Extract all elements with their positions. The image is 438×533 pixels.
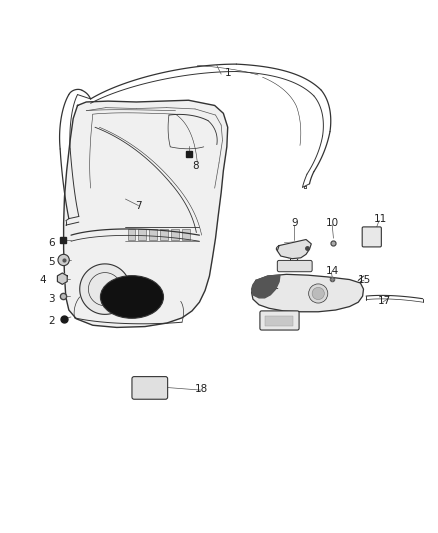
Ellipse shape	[100, 276, 163, 318]
Text: 3: 3	[48, 294, 55, 304]
Text: 7: 7	[135, 200, 142, 211]
Text: 11: 11	[374, 214, 387, 224]
Text: 14: 14	[325, 266, 339, 276]
Circle shape	[312, 287, 324, 300]
Circle shape	[58, 254, 69, 265]
Polygon shape	[80, 264, 130, 314]
Text: 18: 18	[195, 384, 208, 394]
Text: 5: 5	[48, 257, 55, 267]
FancyBboxPatch shape	[132, 377, 168, 399]
FancyBboxPatch shape	[362, 227, 381, 247]
Bar	[171, 229, 179, 239]
Text: 16: 16	[269, 314, 282, 325]
Text: 6: 6	[48, 238, 55, 247]
Bar	[182, 229, 190, 239]
Polygon shape	[252, 275, 280, 298]
Bar	[127, 229, 135, 239]
Polygon shape	[64, 100, 228, 327]
Text: 2: 2	[48, 316, 55, 326]
Bar	[138, 229, 146, 239]
Text: 13: 13	[286, 257, 300, 267]
Text: 9: 9	[292, 218, 298, 228]
Text: 15: 15	[358, 274, 371, 285]
FancyBboxPatch shape	[277, 261, 312, 272]
Text: 17: 17	[378, 296, 391, 306]
Bar	[160, 229, 168, 239]
Polygon shape	[57, 273, 67, 284]
Polygon shape	[252, 274, 364, 312]
Text: 4: 4	[39, 274, 46, 285]
FancyBboxPatch shape	[260, 311, 299, 330]
Text: 10: 10	[325, 218, 339, 228]
Bar	[149, 229, 157, 239]
Text: 8: 8	[192, 161, 198, 172]
Text: 12: 12	[267, 281, 280, 291]
Text: 1: 1	[224, 68, 231, 78]
Circle shape	[309, 284, 328, 303]
Polygon shape	[277, 239, 311, 259]
Bar	[265, 316, 293, 326]
